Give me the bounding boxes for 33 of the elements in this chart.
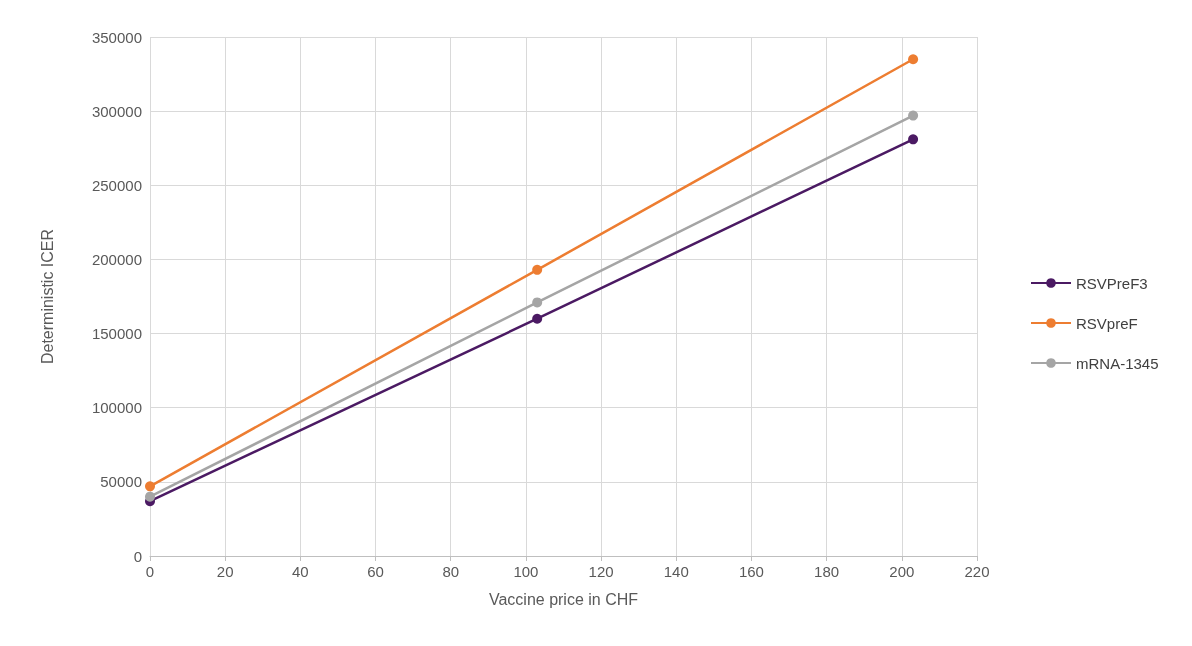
y-tick-label: 50000	[100, 473, 142, 491]
point	[908, 110, 919, 121]
x-tick-label: 200	[889, 563, 915, 580]
y-tick-label: 350000	[91, 28, 142, 46]
x-tick-label: 0	[145, 563, 155, 580]
x-tick-label: 160	[738, 563, 764, 580]
y-tick-label: 150000	[91, 325, 142, 343]
point	[908, 134, 919, 145]
y-tick-label: 250000	[91, 176, 142, 194]
x-axis-title: Vaccine price in CHF	[488, 590, 639, 608]
x-tick-label: 140	[663, 563, 689, 580]
x-tick-label: 80	[442, 563, 460, 580]
point	[532, 264, 543, 275]
y-axis-title: Deterministic ICER	[38, 228, 56, 365]
legend-label: RSVpreF	[1076, 314, 1138, 332]
point	[145, 481, 155, 492]
y-tick-label: 100000	[91, 399, 142, 417]
y-tick-label: 0	[133, 547, 142, 565]
y-tick-label: 200000	[91, 250, 142, 268]
x-tick-label: 180	[814, 563, 840, 580]
legend-label: mRNA-1345	[1076, 354, 1159, 372]
legend-label: RSVPreF3	[1076, 274, 1148, 292]
x-tick-label: 60	[367, 563, 384, 580]
x-tick-label: 20	[216, 563, 234, 580]
x-tick-label: 100	[513, 563, 539, 580]
point	[145, 491, 155, 502]
point	[532, 313, 543, 324]
point	[532, 297, 543, 308]
x-tick-label: 220	[964, 563, 990, 580]
x-tick-label: 40	[292, 563, 309, 580]
x-tick-label: 120	[588, 563, 614, 580]
point	[908, 54, 919, 65]
y-tick-label: 300000	[91, 102, 142, 120]
